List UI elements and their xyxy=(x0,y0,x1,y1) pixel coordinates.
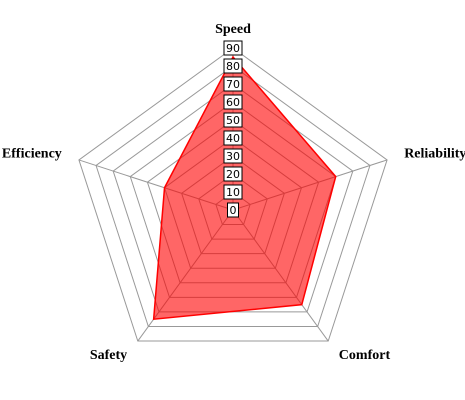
tick-label: 20 xyxy=(226,168,240,181)
grid-ring xyxy=(95,65,371,327)
tick-label-group: 20 xyxy=(223,166,243,182)
category-label: Reliability xyxy=(404,147,465,162)
tick-box xyxy=(223,184,243,200)
category-label: Speed xyxy=(215,22,251,37)
tick-label-group: 60 xyxy=(223,94,243,110)
tick-box xyxy=(223,166,243,182)
tick-label-group: 50 xyxy=(223,112,243,128)
tick-box xyxy=(223,130,243,146)
tick-label-group: 40 xyxy=(223,130,243,146)
series-area xyxy=(152,55,337,321)
category-label: Efficiency xyxy=(2,147,62,162)
tick-label-group: 30 xyxy=(223,148,243,164)
tick-box xyxy=(223,148,243,164)
tick-label-group: 0 xyxy=(227,202,239,218)
category-label: Safety xyxy=(90,348,127,363)
tick-box xyxy=(223,76,243,92)
tick-box xyxy=(223,112,243,128)
tick-label-group: 10 xyxy=(223,184,243,200)
tick-box xyxy=(223,94,243,110)
tick-box xyxy=(223,40,243,56)
tick-label: 50 xyxy=(226,114,240,127)
category-label: Comfort xyxy=(339,348,391,363)
tick-label-group: 90 xyxy=(223,40,243,56)
tick-label: 30 xyxy=(226,150,240,163)
grid-ring xyxy=(78,47,388,342)
tick-box xyxy=(227,202,239,218)
tick-label: 70 xyxy=(226,78,240,91)
tick-label: 90 xyxy=(226,42,240,55)
tick-label: 0 xyxy=(230,204,237,217)
tick-label: 40 xyxy=(226,132,240,145)
tick-label: 80 xyxy=(226,60,240,73)
tick-label-group: 70 xyxy=(223,76,243,92)
tick-label-group: 80 xyxy=(223,58,243,74)
tick-label: 60 xyxy=(226,96,240,109)
tick-label: 10 xyxy=(226,186,240,199)
tick-box xyxy=(223,58,243,74)
